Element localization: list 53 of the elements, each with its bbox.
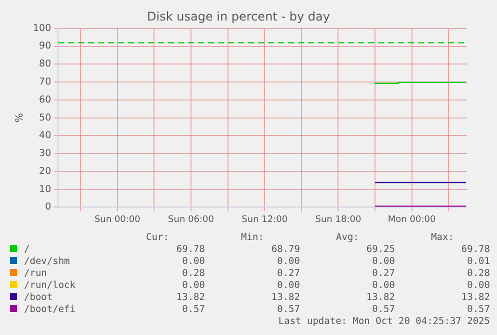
y-tick-label: 70 bbox=[39, 76, 52, 88]
text: 13.82 bbox=[175, 292, 205, 304]
y-tick-label: 30 bbox=[39, 148, 52, 160]
text: 0.27 bbox=[371, 268, 395, 280]
x-tick-label: Sun 18:00 bbox=[315, 214, 362, 225]
text: 0.57 bbox=[371, 304, 395, 316]
x-tick-label: Sun 12:00 bbox=[242, 214, 288, 225]
y-tick-label: 20 bbox=[39, 166, 52, 177]
legend-label: /boot/efi bbox=[23, 304, 76, 316]
legend-label: /boot bbox=[23, 292, 54, 304]
text: 0.01 bbox=[466, 256, 490, 268]
text: 0.00 bbox=[466, 280, 490, 292]
x-tick-label: Mon 00:00 bbox=[388, 214, 436, 225]
y-tick-label: 100 bbox=[32, 22, 52, 34]
text: 69.78 bbox=[460, 244, 490, 256]
x-tick-label: Sun 00:00 bbox=[94, 214, 141, 225]
text: 0.57 bbox=[181, 304, 205, 316]
text: 13.82 bbox=[460, 292, 490, 304]
text: 0.00 bbox=[181, 256, 205, 268]
text: 0.57 bbox=[466, 304, 490, 316]
text: 0.27 bbox=[276, 268, 300, 280]
text: 68.79 bbox=[270, 244, 300, 256]
legend-label: /run bbox=[23, 268, 48, 280]
text: Min: bbox=[240, 232, 265, 244]
text: Avg: bbox=[335, 232, 360, 244]
text: 13.82 bbox=[270, 292, 300, 304]
text: 0.00 bbox=[371, 280, 395, 292]
y-tick-label: 40 bbox=[39, 130, 52, 142]
legend-label: /dev/shm bbox=[23, 256, 71, 268]
text: 0.28 bbox=[466, 268, 490, 280]
text: Max: bbox=[430, 232, 455, 244]
y-tick-label: 90 bbox=[39, 40, 52, 52]
text: 69.25 bbox=[365, 244, 395, 256]
x-tick-label: Sun 06:00 bbox=[168, 214, 214, 225]
text: Cur: bbox=[145, 232, 170, 244]
text: 0.00 bbox=[276, 256, 300, 268]
y-tick-label: 80 bbox=[39, 58, 52, 70]
y-tick-label: 50 bbox=[39, 112, 52, 124]
text: 13.82 bbox=[365, 292, 395, 304]
text: Last update: Mon Oct 20 04:25:37 2025 bbox=[277, 316, 490, 328]
chart-title: Disk usage in percent - by day bbox=[147, 9, 330, 24]
y-axis-title: % bbox=[14, 113, 26, 123]
text: 0.00 bbox=[181, 280, 205, 292]
y-tick-label: 60 bbox=[39, 94, 52, 106]
text: 0.00 bbox=[276, 280, 300, 292]
y-tick-label: 0 bbox=[45, 202, 52, 213]
text: 0.00 bbox=[371, 256, 395, 268]
text: 0.28 bbox=[181, 268, 205, 280]
y-tick-label: 10 bbox=[39, 184, 52, 195]
legend-label: / bbox=[23, 244, 31, 256]
legend-label: /run/lock bbox=[23, 280, 76, 292]
text: 69.78 bbox=[175, 244, 205, 256]
text: 0.57 bbox=[276, 304, 300, 316]
